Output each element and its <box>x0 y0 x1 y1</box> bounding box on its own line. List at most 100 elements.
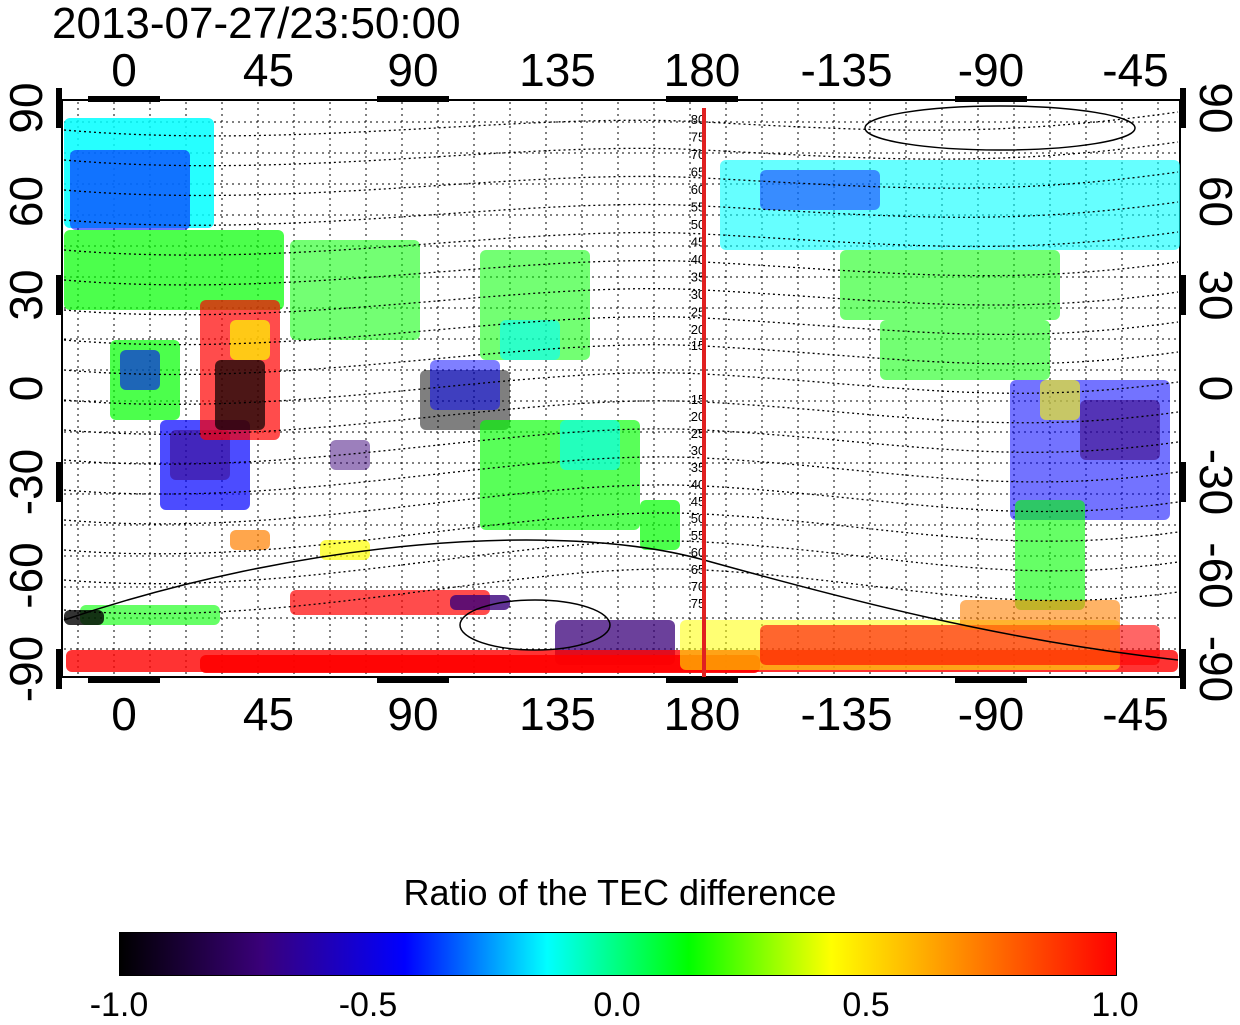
tec-patch <box>170 430 230 480</box>
frame-tick <box>377 677 449 683</box>
tec-patch <box>880 320 1050 380</box>
contour-labels: 8075706560555045403530252015152025303540… <box>691 112 705 611</box>
tec-patch <box>840 250 1060 320</box>
lon-tick-label: 45 <box>243 44 294 96</box>
latitude-axis-left: 90 60 30 0 -30 -60 -90 <box>0 82 52 702</box>
pole-contour <box>864 105 1136 151</box>
contour-line <box>63 539 1179 661</box>
contour-label: 20 <box>691 409 705 424</box>
contour-label: 45 <box>691 494 705 509</box>
lon-tick-label: 135 <box>519 688 596 740</box>
contour-label: 70 <box>691 579 705 594</box>
colorbar-tick-label: 0.0 <box>593 986 641 1024</box>
tec-patch <box>1080 400 1160 460</box>
contour-label: 35 <box>691 460 705 475</box>
tec-patch <box>760 170 880 210</box>
colorbar-tick-label: 1.0 <box>1091 986 1139 1024</box>
contour-label: 15 <box>691 392 705 407</box>
map-timestamp-title: 2013-07-27/23:50:00 <box>52 0 461 48</box>
tec-patch <box>64 230 284 310</box>
colorbar-title: Ratio of the TEC difference <box>403 872 837 913</box>
lat-tick-label: -90 <box>1190 636 1240 702</box>
contour-label: 40 <box>691 477 705 492</box>
tec-patch <box>720 160 1180 250</box>
tec-patch <box>760 625 1160 665</box>
tec-patch <box>200 655 760 673</box>
contour-label: 50 <box>691 217 705 232</box>
lon-tick-label: 0 <box>111 44 137 96</box>
contour-label: 80 <box>691 112 705 127</box>
magnetic-latitude-contours <box>63 105 1179 661</box>
lon-tick-label: -45 <box>1102 44 1168 96</box>
lat-tick-label: 60 <box>0 176 52 227</box>
frame-tick <box>666 96 738 102</box>
lon-tick-label: -90 <box>958 44 1024 96</box>
tec-patch <box>230 320 270 360</box>
frame-tick <box>666 677 738 683</box>
lat-tick-label: 60 <box>1190 176 1240 227</box>
frame-tick <box>955 677 1027 683</box>
frame-tick <box>1180 462 1186 502</box>
contour-label: 35 <box>691 270 705 285</box>
lat-tick-label: -30 <box>1190 449 1240 515</box>
lat-tick-label: -30 <box>0 449 52 515</box>
frame-tick <box>56 88 62 128</box>
tec-map: 8075706560555045403530252015152025303540… <box>0 44 1240 740</box>
tec-patch <box>64 610 104 625</box>
colorbar-tick-label: -1.0 <box>89 986 149 1024</box>
contour-line <box>63 512 1179 555</box>
tec-patch <box>230 530 270 550</box>
lon-tick-label: 135 <box>519 44 596 96</box>
lon-tick-label: -135 <box>800 688 892 740</box>
tec-patch <box>640 500 680 550</box>
contour-label: 60 <box>691 182 705 197</box>
lon-tick-label: 45 <box>243 688 294 740</box>
lat-tick-label: 30 <box>1190 269 1240 320</box>
lat-tick-label: 90 <box>1190 82 1240 133</box>
contour-label: 65 <box>691 165 705 180</box>
tec-patch <box>290 240 420 340</box>
contour-line <box>63 456 1179 495</box>
frame-tick <box>56 275 62 315</box>
frame-ticks <box>56 88 1186 689</box>
frame-tick <box>377 96 449 102</box>
tec-patch <box>560 420 620 470</box>
lon-tick-label: -45 <box>1102 688 1168 740</box>
tec-data-layer <box>64 118 1180 673</box>
contour-label: 75 <box>691 130 705 145</box>
contour-label: 20 <box>691 322 705 337</box>
contour-label: 65 <box>691 562 705 577</box>
lon-tick-label: 180 <box>664 44 741 96</box>
pole-contour <box>459 599 611 651</box>
latitude-axis-right: 90 60 30 0 -30 -60 -90 <box>1190 82 1240 702</box>
contour-label: 30 <box>691 443 705 458</box>
contour-line <box>63 568 1179 615</box>
lat-tick-label: -60 <box>0 542 52 608</box>
contour-label: 40 <box>691 252 705 267</box>
tec-patch <box>120 350 160 390</box>
lat-tick-label: 0 <box>1190 376 1240 402</box>
contour-label: 30 <box>691 287 705 302</box>
longitude-axis-bottom: 0 45 90 135 180 -135 -90 -45 <box>111 688 1169 740</box>
contour-label: 25 <box>691 305 705 320</box>
tec-patch <box>500 320 560 360</box>
contour-line <box>63 484 1179 525</box>
colorbar <box>119 932 1117 976</box>
colorbar-tick-label: -0.5 <box>338 986 398 1024</box>
lon-tick-label: -90 <box>958 688 1024 740</box>
contour-label: 25 <box>691 426 705 441</box>
lat-tick-label: 90 <box>0 82 52 133</box>
frame-tick <box>1180 275 1186 315</box>
lon-tick-label: -135 <box>800 44 892 96</box>
contour-label: 55 <box>691 528 705 543</box>
tec-patch <box>1015 500 1085 610</box>
tec-patch <box>450 595 510 610</box>
lat-tick-label: 30 <box>0 269 52 320</box>
frame-tick <box>1180 88 1186 128</box>
frame-tick <box>1180 649 1186 689</box>
tec-patch <box>70 150 190 230</box>
colorbar-tick-label: 0.5 <box>842 986 890 1024</box>
contour-label: 15 <box>691 338 705 353</box>
contour-label: 55 <box>691 200 705 215</box>
contour-label: 60 <box>691 545 705 560</box>
